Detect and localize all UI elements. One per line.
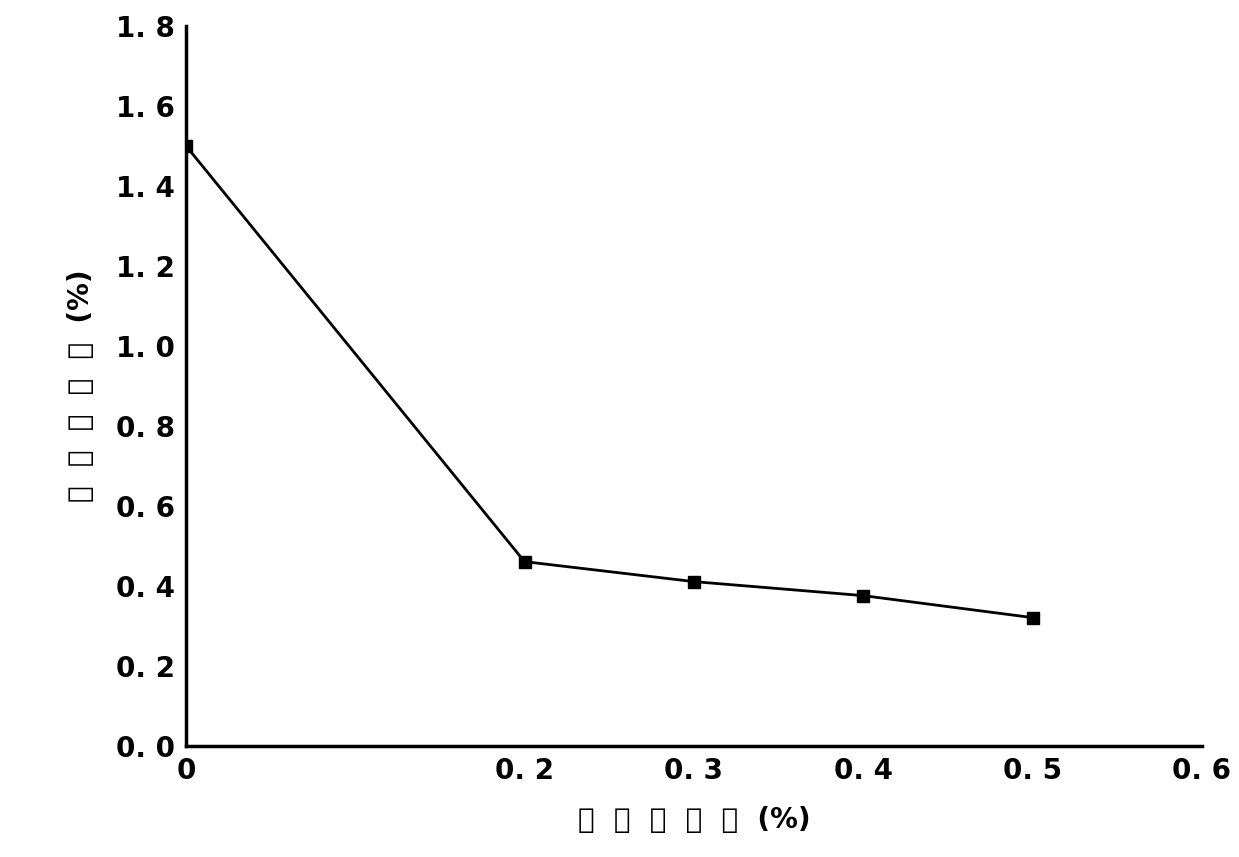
Y-axis label: 钒  筋  失  重  率  (%): 钒 筋 失 重 率 (%) bbox=[67, 269, 95, 502]
X-axis label: 阵  锈  剂  浓  度  (%): 阵 锈 剂 浓 度 (%) bbox=[577, 806, 810, 834]
